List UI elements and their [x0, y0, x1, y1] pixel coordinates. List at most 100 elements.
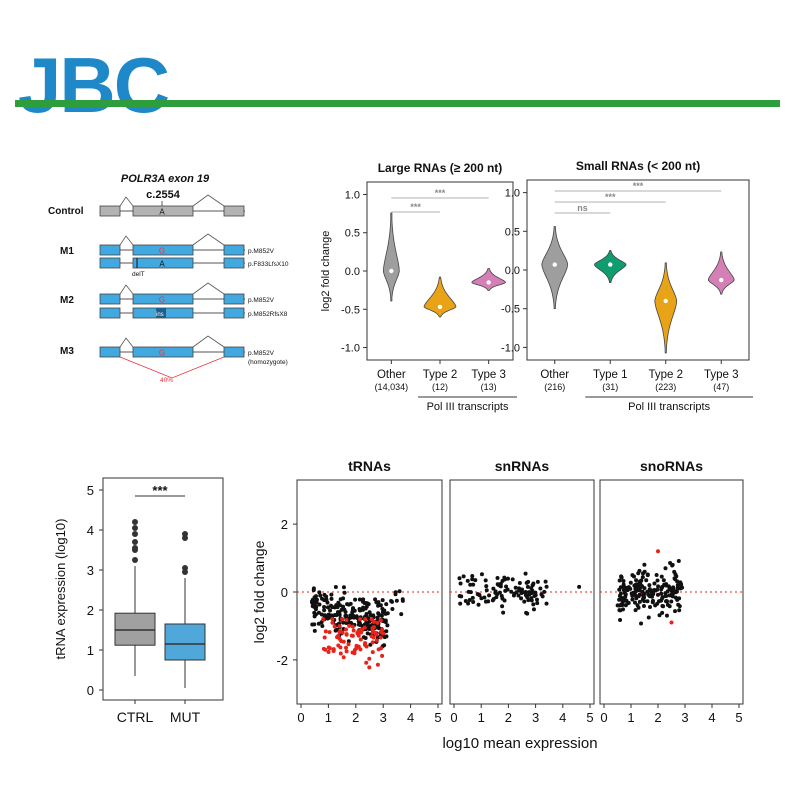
data-point — [341, 655, 346, 660]
data-point — [321, 646, 326, 651]
data-point — [312, 628, 317, 633]
data-point — [374, 600, 379, 605]
data-point — [380, 653, 385, 658]
data-point — [626, 585, 631, 590]
count-label: (216) — [544, 382, 565, 392]
significance-label: *** — [605, 192, 616, 202]
data-point — [317, 590, 322, 595]
data-point — [657, 613, 662, 618]
data-point — [375, 620, 380, 625]
data-point — [332, 624, 337, 629]
data-point — [383, 620, 388, 625]
violin-type-3 — [707, 251, 735, 295]
data-point — [660, 610, 665, 615]
data-point — [312, 597, 317, 602]
data-point — [617, 593, 622, 598]
data-point — [495, 582, 500, 587]
data-point — [358, 617, 363, 622]
data-point — [357, 597, 362, 602]
annotation-m3b: (homozygote) — [248, 359, 288, 366]
data-point — [519, 596, 524, 601]
x-tick-label: 5 — [586, 710, 593, 725]
data-point — [466, 589, 471, 594]
data-point — [322, 608, 327, 613]
data-point — [353, 597, 358, 602]
data-point — [617, 587, 622, 592]
splice-arc — [119, 196, 134, 207]
data-point — [671, 585, 676, 590]
data-point — [322, 604, 327, 609]
violin-other — [382, 212, 400, 302]
data-point — [471, 582, 476, 587]
data-point — [659, 591, 664, 596]
y-tick-label: 0.0 — [505, 265, 520, 277]
data-point — [371, 625, 376, 630]
violin-chart-large-rnas: Large RNAs (≥ 200 nt) 1.0 0.5 0.0 -0.5 -1.0 lo… — [320, 161, 517, 413]
data-point — [664, 594, 669, 599]
data-point — [361, 605, 366, 610]
data-point — [668, 586, 673, 591]
data-point — [361, 635, 366, 640]
data-point — [621, 578, 626, 583]
data-point — [465, 578, 470, 583]
data-point — [623, 603, 628, 608]
splice-arc — [119, 235, 134, 246]
row-label-m3: M3 — [60, 346, 74, 357]
data-point — [526, 598, 531, 603]
x-tick-label: 2 — [654, 710, 661, 725]
category-label: Other — [540, 369, 569, 381]
data-point — [644, 578, 649, 583]
data-point — [378, 635, 383, 640]
data-point — [357, 608, 362, 613]
header-rule — [15, 100, 780, 107]
y-tick-label: 0 — [87, 683, 94, 698]
y-tick-label: 5 — [87, 483, 94, 498]
data-point — [505, 576, 510, 581]
x-tick-label: 2 — [505, 710, 512, 725]
data-point — [350, 624, 355, 629]
data-point — [383, 611, 388, 616]
data-point — [382, 643, 387, 648]
median-point — [552, 262, 557, 267]
data-point — [639, 621, 644, 626]
row-label-m2: M2 — [60, 295, 74, 306]
count-label: (47) — [713, 382, 729, 392]
data-point — [670, 562, 675, 567]
row-label-control: Control — [48, 206, 84, 217]
data-point — [328, 608, 333, 613]
data-point — [525, 611, 530, 616]
data-point — [531, 607, 536, 612]
data-point — [330, 613, 335, 618]
category-label: MUT — [170, 709, 201, 725]
data-point — [646, 615, 651, 620]
splice-arc — [192, 233, 225, 246]
y-tick-label: -1.0 — [501, 342, 520, 354]
y-axis-label: log2 fold change — [320, 231, 332, 312]
data-point — [346, 642, 351, 647]
x-tick-label: 1 — [627, 710, 634, 725]
data-point — [459, 594, 464, 599]
exon-box — [99, 293, 121, 305]
data-point — [533, 593, 538, 598]
y-tick-label: 1 — [87, 643, 94, 658]
data-point — [659, 574, 664, 579]
data-point — [370, 640, 375, 645]
data-point — [470, 577, 475, 582]
data-point — [335, 627, 340, 632]
panel-title: snRNAs — [495, 458, 550, 474]
y-tick-label: -1.0 — [341, 343, 360, 355]
data-point — [317, 602, 322, 607]
x-tick-label: 1 — [325, 710, 332, 725]
data-point — [634, 594, 639, 599]
count-label: (14,034) — [375, 382, 409, 392]
data-point — [326, 649, 331, 654]
significance-label: *** — [152, 483, 168, 498]
data-point — [513, 585, 518, 590]
data-point — [678, 580, 683, 585]
exon-box — [223, 307, 245, 319]
y-tick-label: 2 — [87, 603, 94, 618]
data-point — [646, 592, 651, 597]
data-point — [352, 651, 357, 656]
data-point — [656, 549, 660, 554]
data-point — [661, 604, 666, 609]
